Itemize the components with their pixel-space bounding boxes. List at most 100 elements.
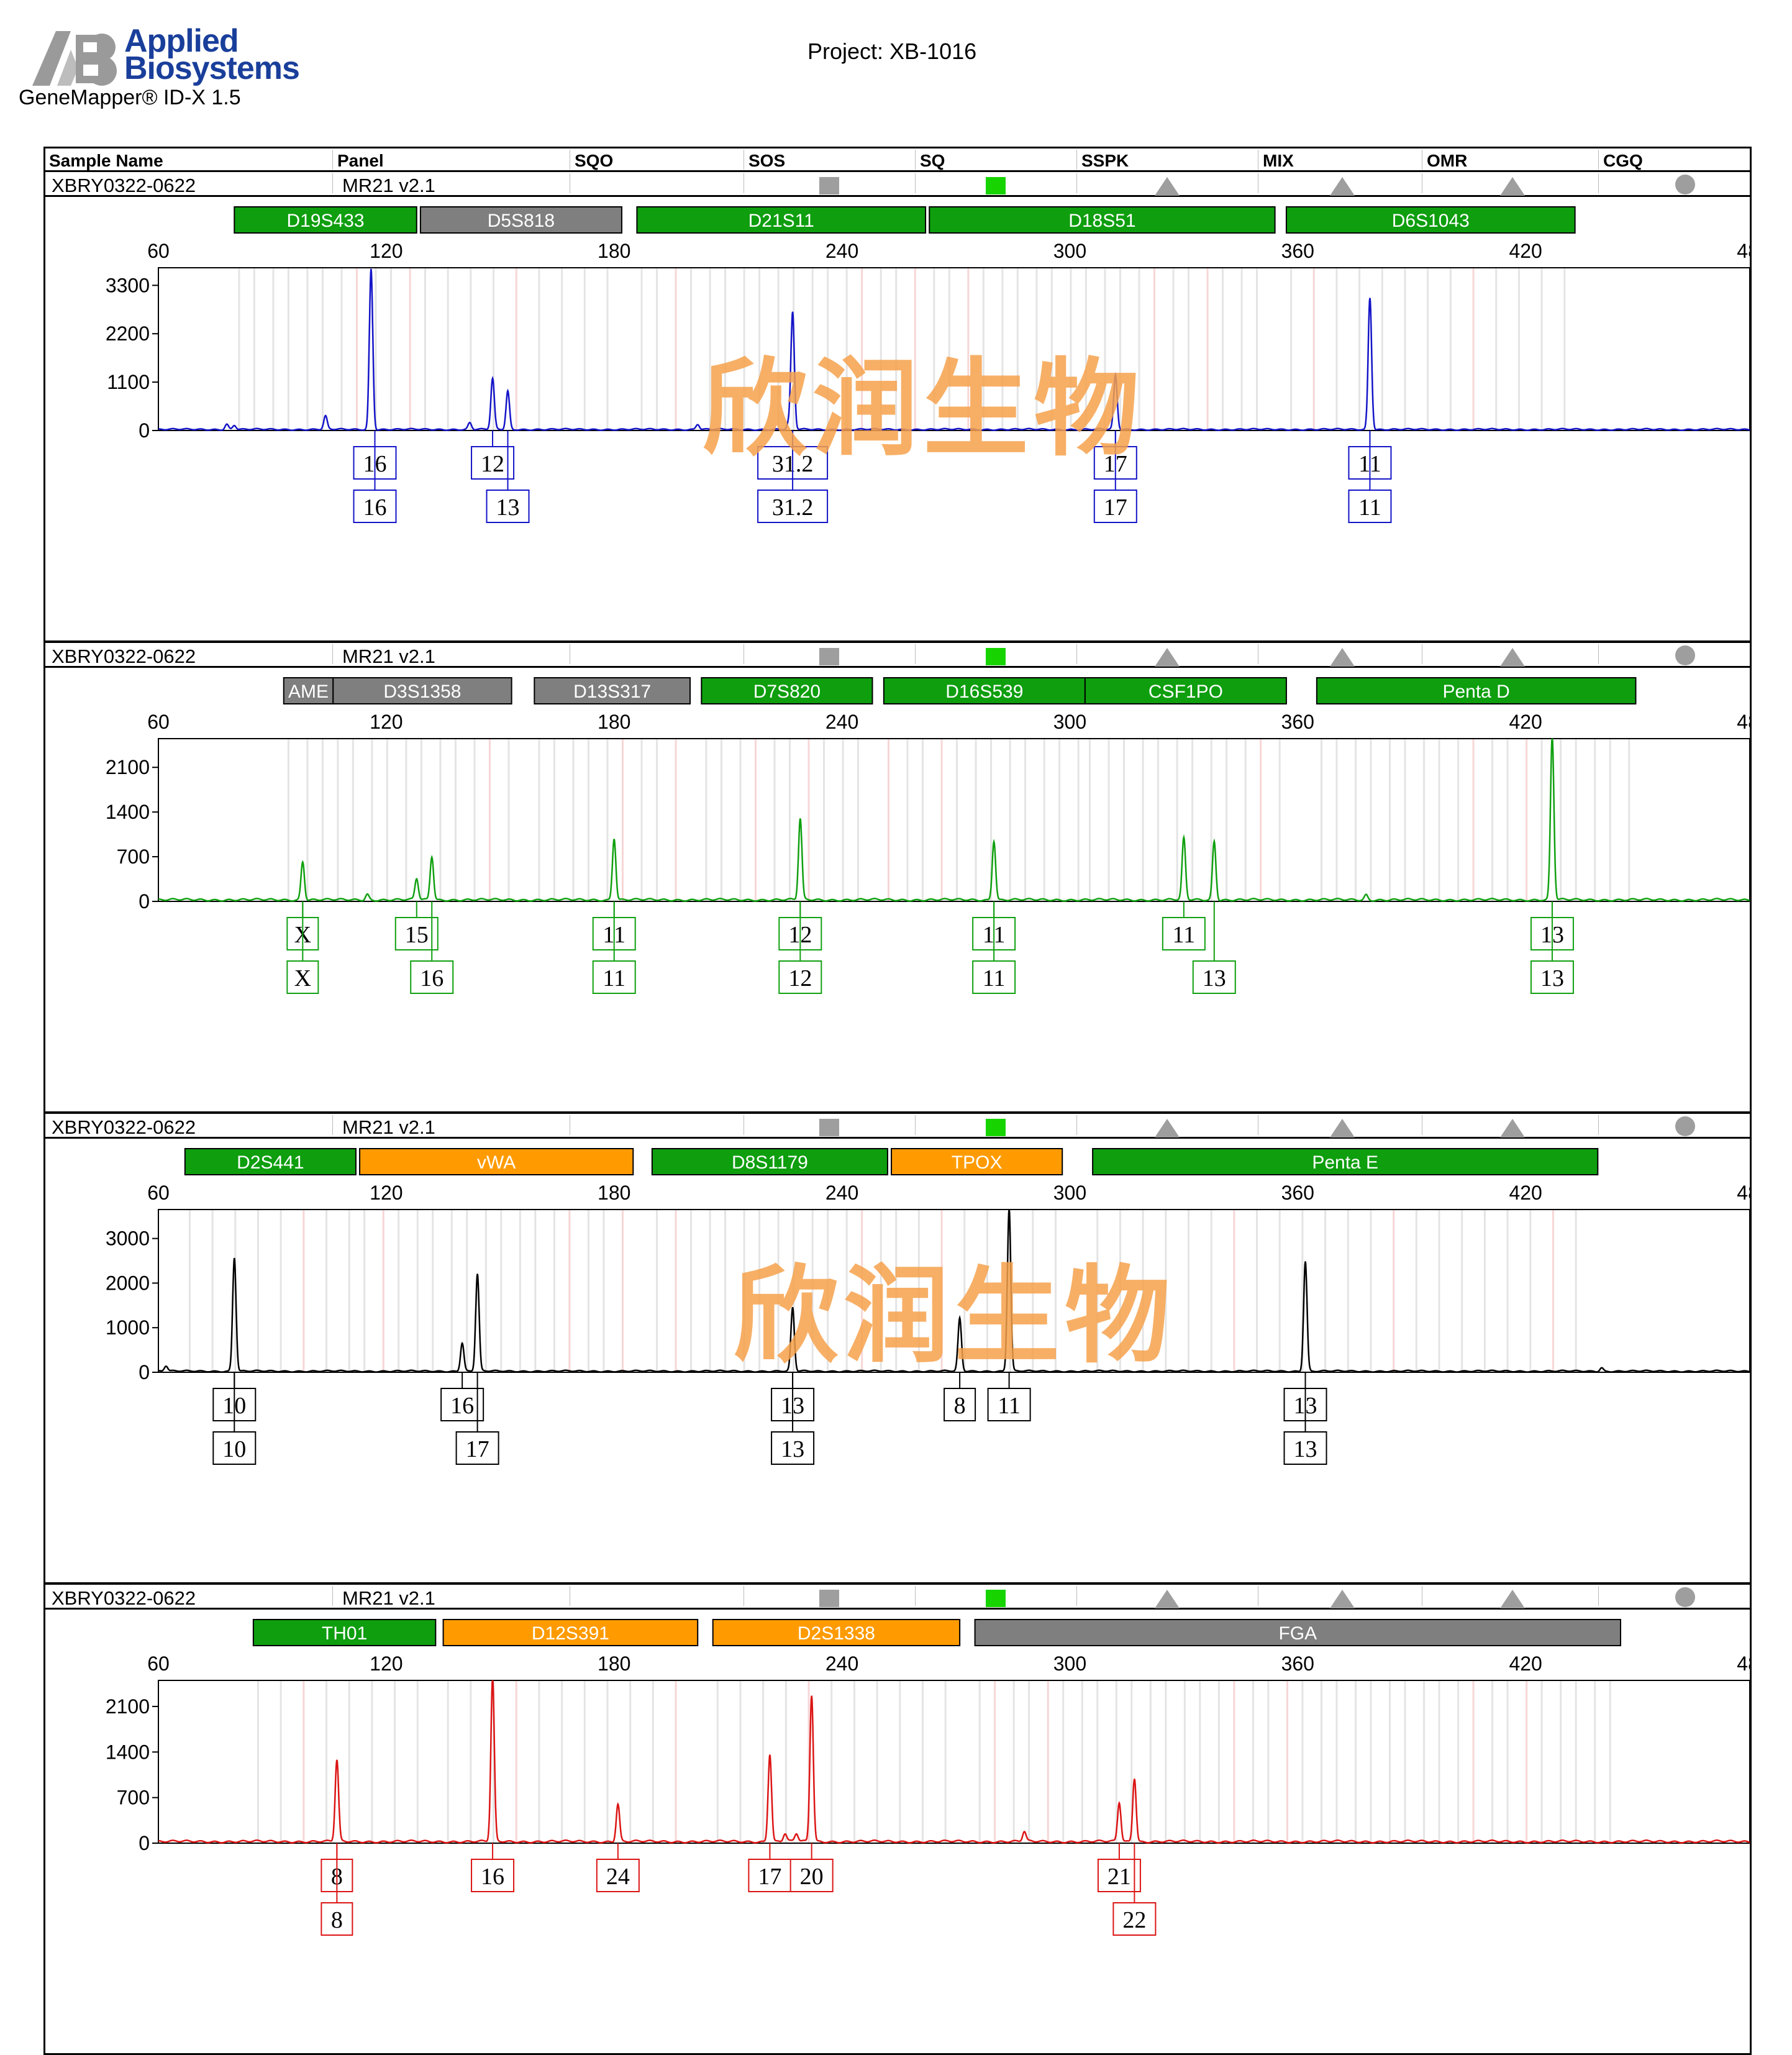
allele-call[interactable]: 11 [987,1372,1031,1421]
locus-marker-csf1po[interactable]: CSF1PO [1084,677,1287,704]
allele-call[interactable]: 20 [789,1843,834,1892]
locus-label: D16S539 [945,681,1023,702]
sample-row[interactable]: XBRY0322-0622 MR21 v2.1 [45,643,1750,668]
locus-marker-vwa[interactable]: vWA [359,1148,634,1175]
locus-marker-fga[interactable]: FGA [974,1619,1621,1646]
quality-flag-sos-square-icon[interactable] [819,177,839,194]
locus-marker-d3s1358[interactable]: D3S1358 [332,677,512,704]
quality-flag-cgq-octagon-icon[interactable] [1675,1587,1695,1607]
quality-flag-cgq-octagon-icon[interactable] [1675,1116,1695,1136]
allele-call[interactable]: 13 [1530,901,1574,994]
column-header-sos[interactable]: SOS [748,151,786,170]
allele-call[interactable]: 16 [471,1843,515,1892]
quality-flag-cgq-octagon-icon[interactable] [1675,645,1695,665]
column-header-omr[interactable]: OMR [1427,151,1468,170]
quality-flag-sspk-triangle-icon[interactable] [1155,1119,1180,1137]
quality-flag-sq-square-icon[interactable] [986,1119,1006,1136]
locus-marker-d18s51[interactable]: D18S51 [929,206,1276,234]
allele-call[interactable]: 11 [592,901,636,994]
quality-flag-mix-triangle-icon[interactable] [1330,177,1355,196]
allele-call[interactable]: 12 [778,901,822,994]
quality-flag-omr-triangle-icon[interactable] [1500,177,1525,196]
bin-stripe [337,739,339,901]
allele-call[interactable]: 10 [212,1372,257,1465]
sample-row[interactable]: XBRY0322-0622 MR21 v2.1 [45,1585,1750,1610]
quality-flag-sq-square-icon[interactable] [986,1590,1006,1607]
bin-stripe [967,268,970,431]
bin-stripe [238,268,240,431]
bin-stripe [447,268,449,431]
quality-flag-sos-square-icon[interactable] [819,1590,839,1607]
quality-flag-mix-triangle-icon[interactable] [1330,1119,1355,1137]
allele-call[interactable]: 16 [410,901,454,994]
quality-flag-omr-triangle-icon[interactable] [1500,648,1525,667]
column-header-sqo[interactable]: SQO [575,151,614,170]
quality-flag-omr-triangle-icon[interactable] [1500,1590,1525,1608]
locus-marker-d19s433[interactable]: D19S433 [234,206,417,234]
column-header-sample-name[interactable]: Sample Name [49,151,163,170]
quality-flag-sspk-triangle-icon[interactable] [1155,177,1180,196]
locus-marker-d7s820[interactable]: D7S820 [701,677,873,704]
column-header-mix[interactable]: MIX [1263,151,1294,170]
allele-call[interactable]: 17 [748,1843,792,1892]
allele-call[interactable]: 11 [1162,901,1206,950]
allele-call[interactable]: 17 [1093,431,1137,480]
allele-call[interactable]: 17 [455,1372,499,1465]
allele-call[interactable]: 16 [353,431,397,523]
quality-flag-omr-triangle-icon[interactable] [1500,1119,1525,1137]
locus-label: D2S1338 [798,1623,875,1644]
locus-marker-th01[interactable]: TH01 [252,1619,437,1646]
locus-marker-penta-d[interactable]: Penta D [1316,677,1637,704]
locus-marker-d12s391[interactable]: D12S391 [442,1619,699,1646]
quality-flag-cgq-octagon-icon[interactable] [1675,175,1695,194]
quality-flag-sq-square-icon[interactable] [986,177,1006,194]
allele-call[interactable]: 13 [771,1372,815,1465]
allele-call[interactable]: 11 [1348,431,1392,523]
quality-flag-mix-triangle-icon[interactable] [1330,648,1355,667]
locus-marker-d6s1043[interactable]: D6S1043 [1285,206,1576,234]
allele-call[interactable]: 17 [1093,431,1137,523]
sample-row[interactable]: XBRY0322-0622 MR21 v2.1 [45,1114,1750,1139]
allele-call[interactable]: X [286,901,319,994]
allele-call[interactable]: 24 [596,1843,640,1892]
allele-call[interactable]: 16 [440,1372,484,1421]
column-separator [915,150,916,170]
allele-call[interactable]: 31.2 [757,431,829,523]
locus-marker-d16s539[interactable]: D16S539 [883,677,1086,704]
bin-stripe [917,1210,920,1372]
quality-flag-sos-square-icon[interactable] [819,648,839,665]
sample-row[interactable]: XBRY0322-0622 MR21 v2.1 [45,172,1750,197]
locus-marker-tpox[interactable]: TPOX [891,1148,1063,1175]
locus-marker-d21s11[interactable]: D21S11 [636,206,927,234]
allele-call[interactable]: 12 [471,431,515,480]
column-header-sspk[interactable]: SSPK [1081,151,1129,170]
allele-call[interactable]: 8 [944,1372,976,1421]
allele-call[interactable]: 13 [1192,901,1236,994]
locus-label: D3S1358 [383,681,461,702]
allele-call[interactable]: 11 [972,901,1016,994]
locus-label: D6S1043 [1392,211,1470,231]
allele-call[interactable]: 21 [1097,1843,1141,1892]
x-tick-label: 420 [1509,711,1542,733]
allele-call[interactable]: 8 [321,1843,353,1936]
column-header-panel[interactable]: Panel [337,151,384,170]
locus-marker-ame[interactable]: AME [283,677,334,704]
allele-call[interactable]: 13 [1283,1372,1327,1465]
quality-flag-sq-square-icon[interactable] [986,648,1006,665]
locus-marker-d5s818[interactable]: D5S818 [419,206,622,234]
column-header-sq[interactable]: SQ [920,151,945,170]
quality-flag-sspk-triangle-icon[interactable] [1155,1590,1180,1608]
locus-marker-d2s441[interactable]: D2S441 [184,1148,357,1175]
locus-marker-d8s1179[interactable]: D8S1179 [651,1148,888,1175]
allele-call[interactable]: 13 [486,431,530,523]
quality-flag-sspk-triangle-icon[interactable] [1155,648,1180,667]
locus-marker-penta-e[interactable]: Penta E [1092,1148,1599,1175]
column-header-cgq[interactable]: CGQ [1603,151,1643,170]
bin-stripe [675,1210,677,1372]
quality-flag-sos-square-icon[interactable] [819,1119,839,1136]
locus-marker-d13s317[interactable]: D13S317 [534,677,691,704]
allele-call[interactable]: 15 [394,901,439,950]
allele-call[interactable]: 22 [1112,1843,1157,1936]
locus-marker-d2s1338[interactable]: D2S1338 [712,1619,961,1646]
quality-flag-mix-triangle-icon[interactable] [1330,1590,1355,1608]
